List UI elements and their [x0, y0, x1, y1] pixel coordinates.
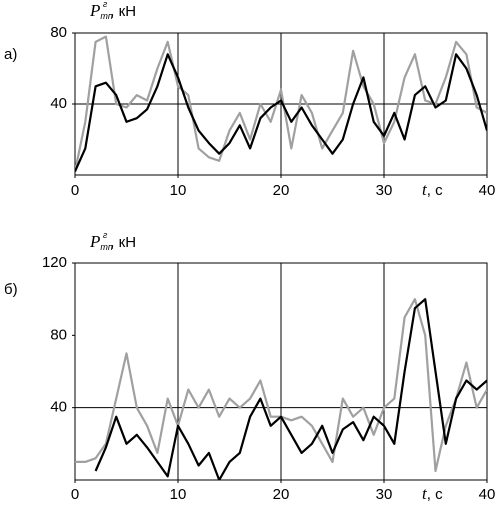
panel: 40 80 0 10 20 30 40 а) Pтп г, кН t, с: [4, 0, 495, 199]
panel-label: б): [4, 281, 18, 298]
y-tick-label: 120: [42, 254, 67, 271]
x-tick-label: 40: [479, 486, 496, 503]
subscript: тп: [100, 11, 112, 21]
symbol: P: [89, 1, 100, 20]
data-line: [75, 53, 487, 172]
panel-label: а): [4, 46, 17, 63]
superscript: г: [103, 230, 108, 240]
x-tick-label: 10: [170, 182, 187, 199]
y-tick-label: 80: [50, 326, 67, 343]
y-tick-label: 40: [50, 95, 67, 112]
x-tick-label: 20: [273, 486, 290, 503]
x-axis-label: t, с: [422, 484, 443, 503]
x-tick-label: 10: [170, 486, 187, 503]
panel: 40 80 120 0 10 20 30 40 б) Pтп г, кН t, с: [4, 230, 495, 503]
superscript: г: [103, 0, 108, 9]
x-tick-label: 30: [376, 486, 393, 503]
unit: , кН: [110, 3, 136, 20]
y-tick-label: 40: [50, 399, 67, 416]
symbol: t: [422, 180, 428, 199]
x-tick-label: 30: [376, 182, 393, 199]
unit: , кН: [110, 234, 136, 251]
symbol: P: [89, 232, 100, 251]
y-tick-label: 80: [50, 24, 67, 41]
x-tick-label: 0: [71, 182, 79, 199]
unit: , с: [427, 486, 443, 503]
unit: , с: [427, 182, 443, 199]
y-axis-label: Pтп г, кН: [89, 230, 136, 252]
x-tick-label: 0: [71, 486, 79, 503]
x-tick-label: 20: [273, 182, 290, 199]
x-tick-label: 40: [479, 182, 496, 199]
x-axis-label: t, с: [422, 180, 443, 199]
y-axis-label: Pтп г, кН: [89, 0, 136, 21]
data-line: [75, 35, 487, 172]
symbol: t: [422, 484, 428, 503]
data-line: [94, 298, 487, 480]
subscript: тп: [100, 242, 112, 252]
